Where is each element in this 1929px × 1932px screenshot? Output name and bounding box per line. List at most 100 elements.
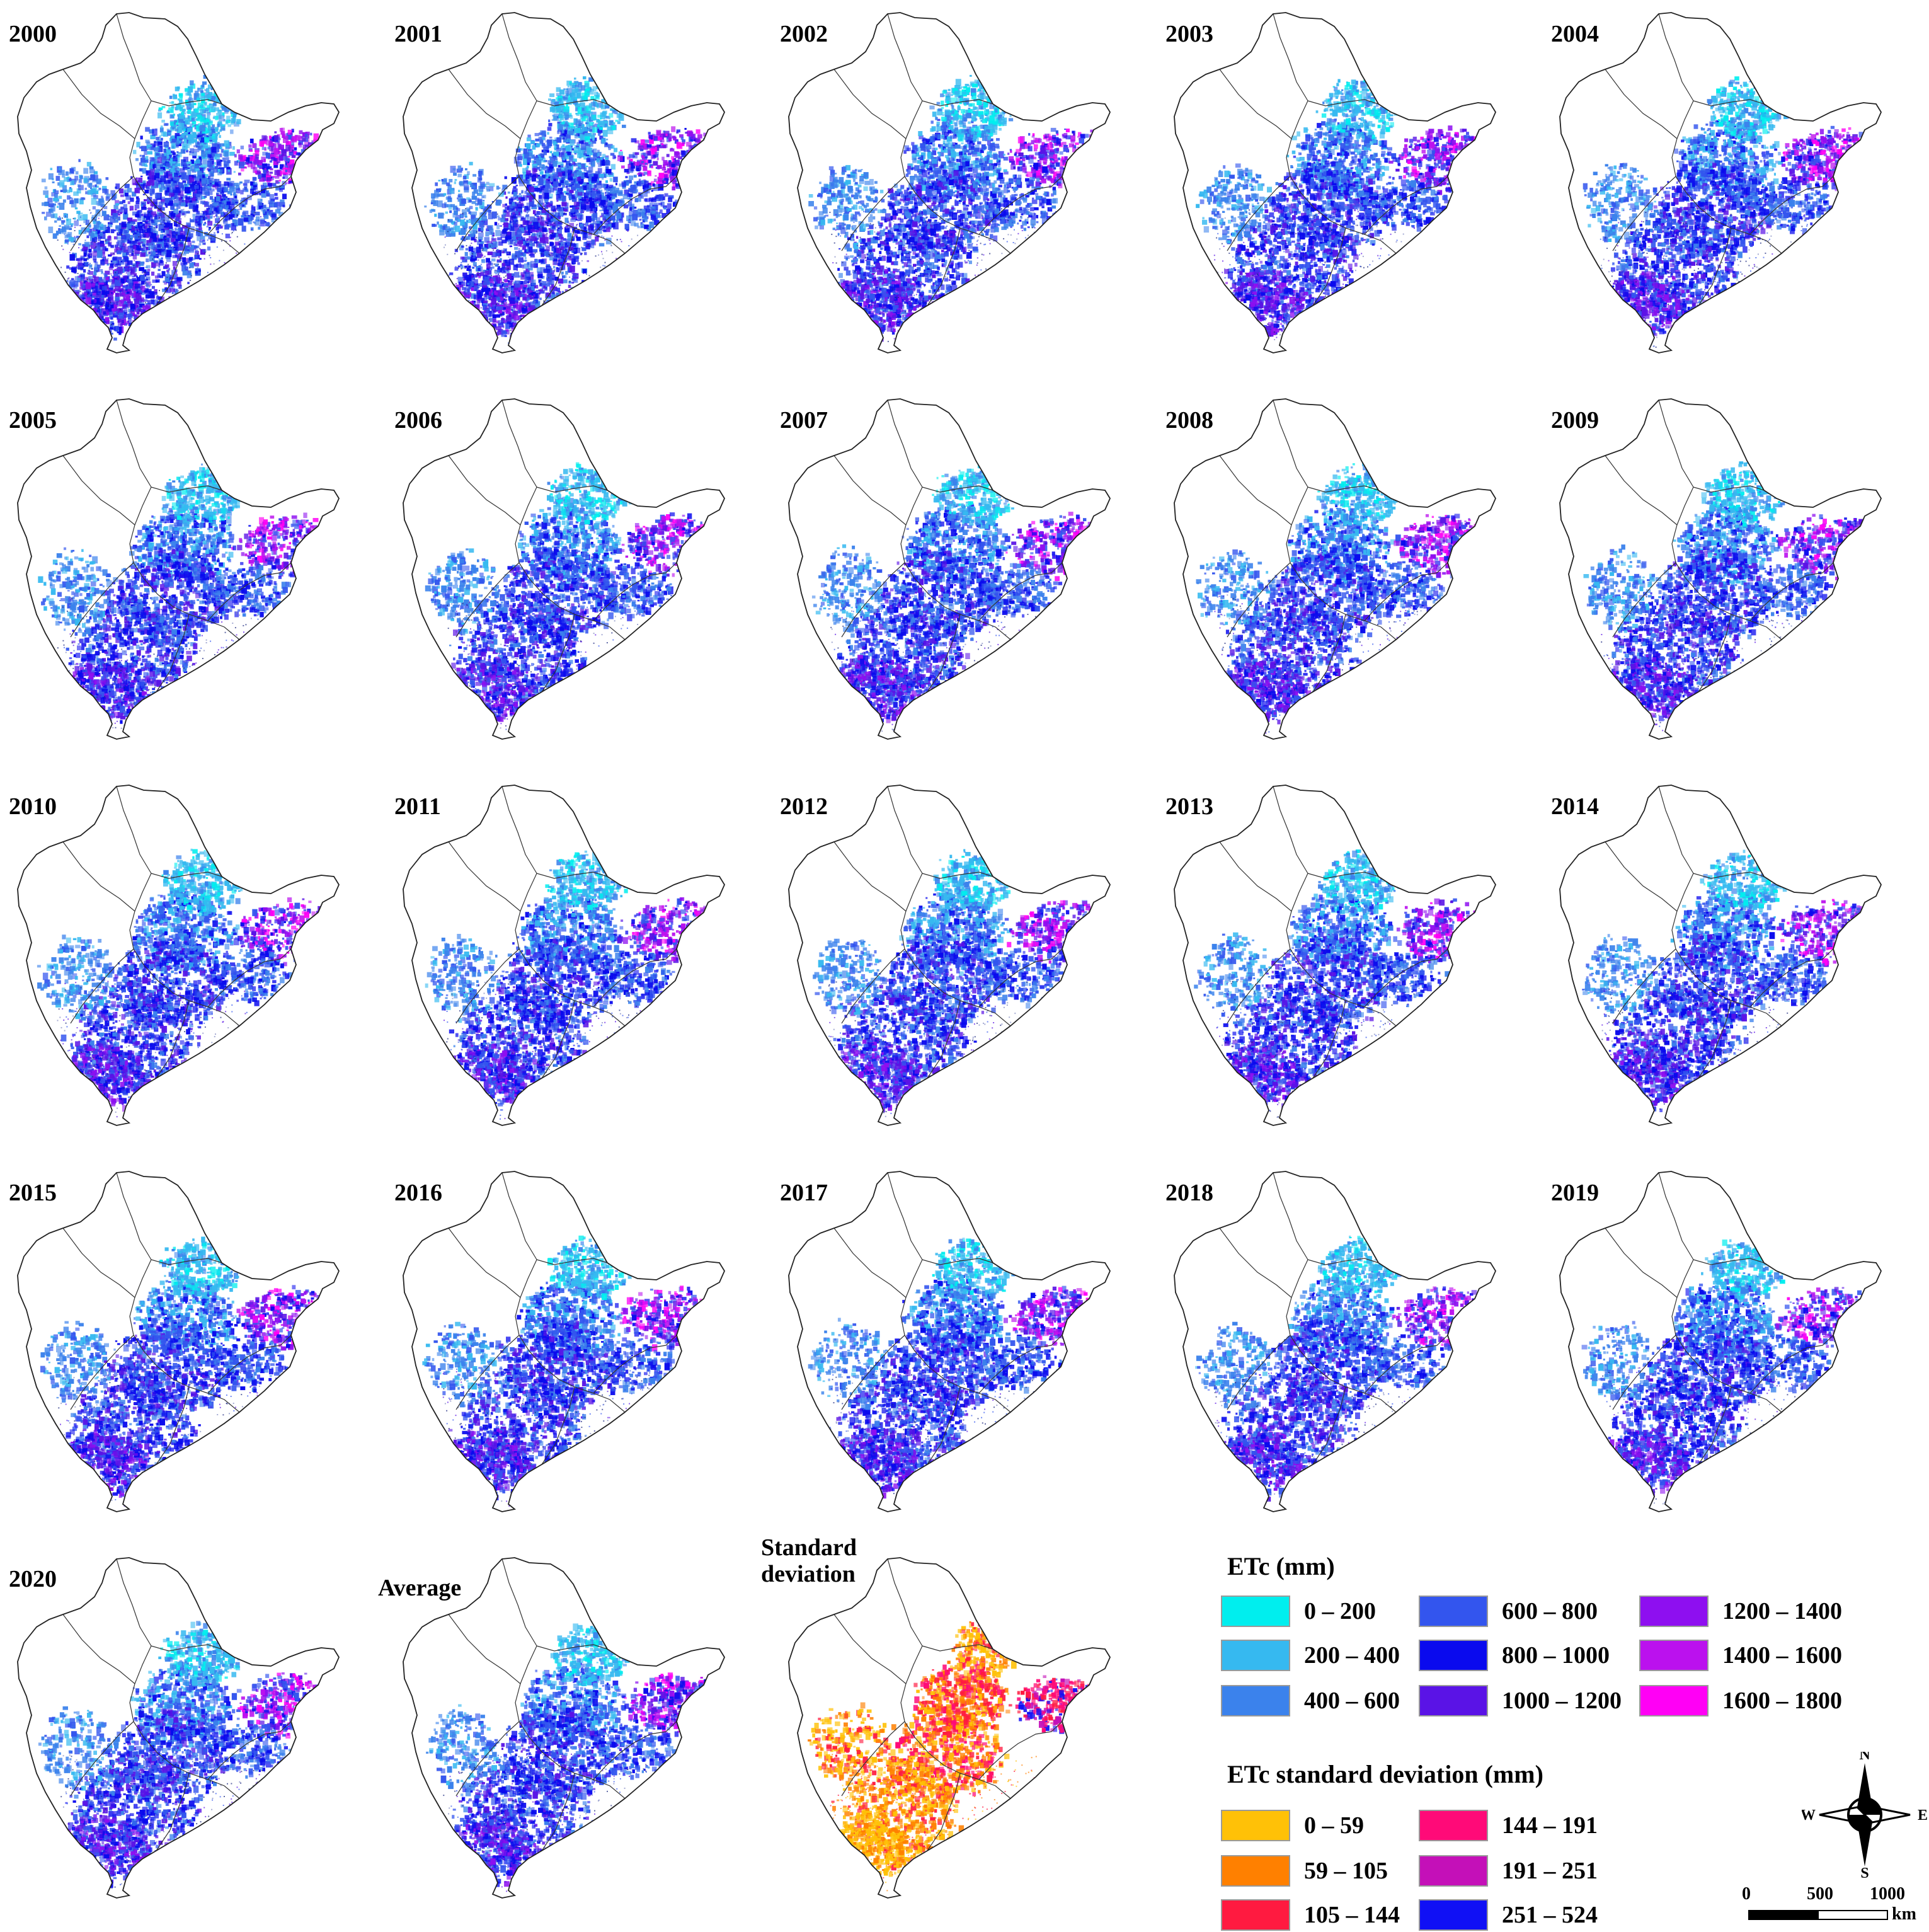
map-image xyxy=(386,0,764,378)
sd-legend-title: ETc standard deviation (mm) xyxy=(1227,1759,1543,1789)
province-boundary xyxy=(1273,1173,1308,1260)
map-panel: 2020 xyxy=(0,1545,378,1923)
province-boundary xyxy=(834,1614,906,1684)
map-panel: 2012 xyxy=(771,773,1149,1151)
province-boundary xyxy=(1605,456,1677,525)
legend-label: 1600 – 1800 xyxy=(1722,1687,1842,1715)
map-image xyxy=(1542,386,1920,764)
province-boundary xyxy=(888,1559,922,1646)
legend-swatch xyxy=(1221,1810,1290,1841)
map-image xyxy=(386,386,764,764)
legend-item: 600 – 800 xyxy=(1419,1594,1598,1628)
map-panel: 2003 xyxy=(1157,0,1535,378)
legend-label: 200 – 400 xyxy=(1304,1642,1400,1669)
province-boundary xyxy=(1659,400,1693,487)
map-panel: 2016 xyxy=(386,1159,764,1537)
province-boundary xyxy=(63,1228,135,1297)
province-boundary xyxy=(63,842,135,911)
map-image xyxy=(0,773,378,1151)
legend-swatch xyxy=(1419,1810,1488,1841)
legend-swatch xyxy=(1221,1899,1290,1931)
panel-label: 2008 xyxy=(1165,408,1213,434)
province-boundary xyxy=(1605,1228,1677,1297)
map-image xyxy=(386,773,764,1151)
legend-swatch xyxy=(1419,1855,1488,1887)
province-boundary xyxy=(834,69,906,139)
legend-label: 59 – 105 xyxy=(1304,1857,1388,1885)
map-image xyxy=(1157,0,1535,378)
map-panel: 2005 xyxy=(0,386,378,764)
map-panel: Average xyxy=(386,1545,764,1923)
legend-swatch xyxy=(1639,1685,1709,1716)
legend-item: 800 – 1000 xyxy=(1419,1638,1610,1672)
province-boundary xyxy=(449,456,520,525)
province-boundary xyxy=(888,400,922,487)
panel-label: 2020 xyxy=(9,1567,57,1593)
raster-pixels xyxy=(1195,1236,1507,1507)
map-panel: 2009 xyxy=(1542,386,1920,764)
panel-label: 2005 xyxy=(9,408,57,434)
scale-unit: km xyxy=(1892,1904,1916,1924)
panel-label: 2011 xyxy=(394,794,441,820)
map-image xyxy=(771,1545,1149,1923)
panel-label: 2009 xyxy=(1551,408,1599,434)
map-panel: 2019 xyxy=(1542,1159,1920,1537)
province-boundary xyxy=(117,14,151,101)
raster-pixels xyxy=(40,1237,348,1507)
province-boundary xyxy=(1220,842,1291,911)
province-boundary xyxy=(449,1228,520,1297)
province-boundary xyxy=(449,69,520,139)
raster-pixels xyxy=(422,1235,735,1507)
province-boundary xyxy=(449,1614,520,1684)
map-image xyxy=(1542,773,1920,1151)
province-boundary xyxy=(449,842,520,911)
legend-item: 0 – 59 xyxy=(1221,1808,1364,1843)
panel-label: 2002 xyxy=(780,21,828,48)
raster-pixels xyxy=(38,1621,348,1893)
province-boundary xyxy=(117,400,151,487)
province-boundary xyxy=(502,1559,537,1646)
raster-pixels xyxy=(426,1623,732,1892)
province-boundary xyxy=(888,14,922,101)
map-image xyxy=(0,0,378,378)
compass-w: W xyxy=(1802,1807,1816,1824)
map-panel: 2000 xyxy=(0,0,378,378)
legend-swatch xyxy=(1221,1640,1290,1671)
raster-pixels xyxy=(425,851,735,1120)
panel-label: 2014 xyxy=(1551,794,1599,820)
province-boundary xyxy=(834,456,906,525)
etc-legend-title: ETc (mm) xyxy=(1227,1551,1335,1581)
panel-label: Average xyxy=(378,1575,461,1602)
map-image xyxy=(771,773,1149,1151)
raster-pixels xyxy=(1196,74,1505,348)
legend-item: 0 – 200 xyxy=(1221,1594,1376,1628)
map-panel: 2018 xyxy=(1157,1159,1535,1537)
panel-label: 2000 xyxy=(9,21,57,48)
scale-bar-graphic xyxy=(1748,1908,1893,1923)
legend-label: 800 – 1000 xyxy=(1502,1642,1610,1669)
panel-label: 2018 xyxy=(1165,1180,1213,1207)
province-boundary xyxy=(502,1173,537,1260)
legend-swatch xyxy=(1221,1855,1290,1887)
legend-label: 1200 – 1400 xyxy=(1722,1597,1842,1625)
raster-pixels xyxy=(42,75,344,348)
panel-label: 2017 xyxy=(780,1180,828,1207)
legend-item: 400 – 600 xyxy=(1221,1684,1400,1718)
scale-tick-500: 500 xyxy=(1807,1884,1833,1904)
province-boundary xyxy=(502,400,537,487)
legend-item: 59 – 105 xyxy=(1221,1854,1388,1888)
legend-item: 1600 – 1800 xyxy=(1639,1684,1842,1718)
scale-tick-0: 0 xyxy=(1742,1884,1751,1904)
map-image xyxy=(1542,0,1920,378)
province-boundary xyxy=(1273,14,1308,101)
raster-pixels xyxy=(1196,463,1503,734)
legend-swatch xyxy=(1419,1899,1488,1931)
raster-pixels xyxy=(1584,461,1892,734)
raster-pixels xyxy=(37,849,348,1120)
raster-pixels xyxy=(1582,1236,1891,1507)
map-image xyxy=(771,0,1149,378)
legend-item: 1400 – 1600 xyxy=(1639,1638,1842,1672)
province-boundary xyxy=(834,842,906,911)
raster-pixels xyxy=(425,463,736,734)
province-boundary xyxy=(117,1173,151,1260)
